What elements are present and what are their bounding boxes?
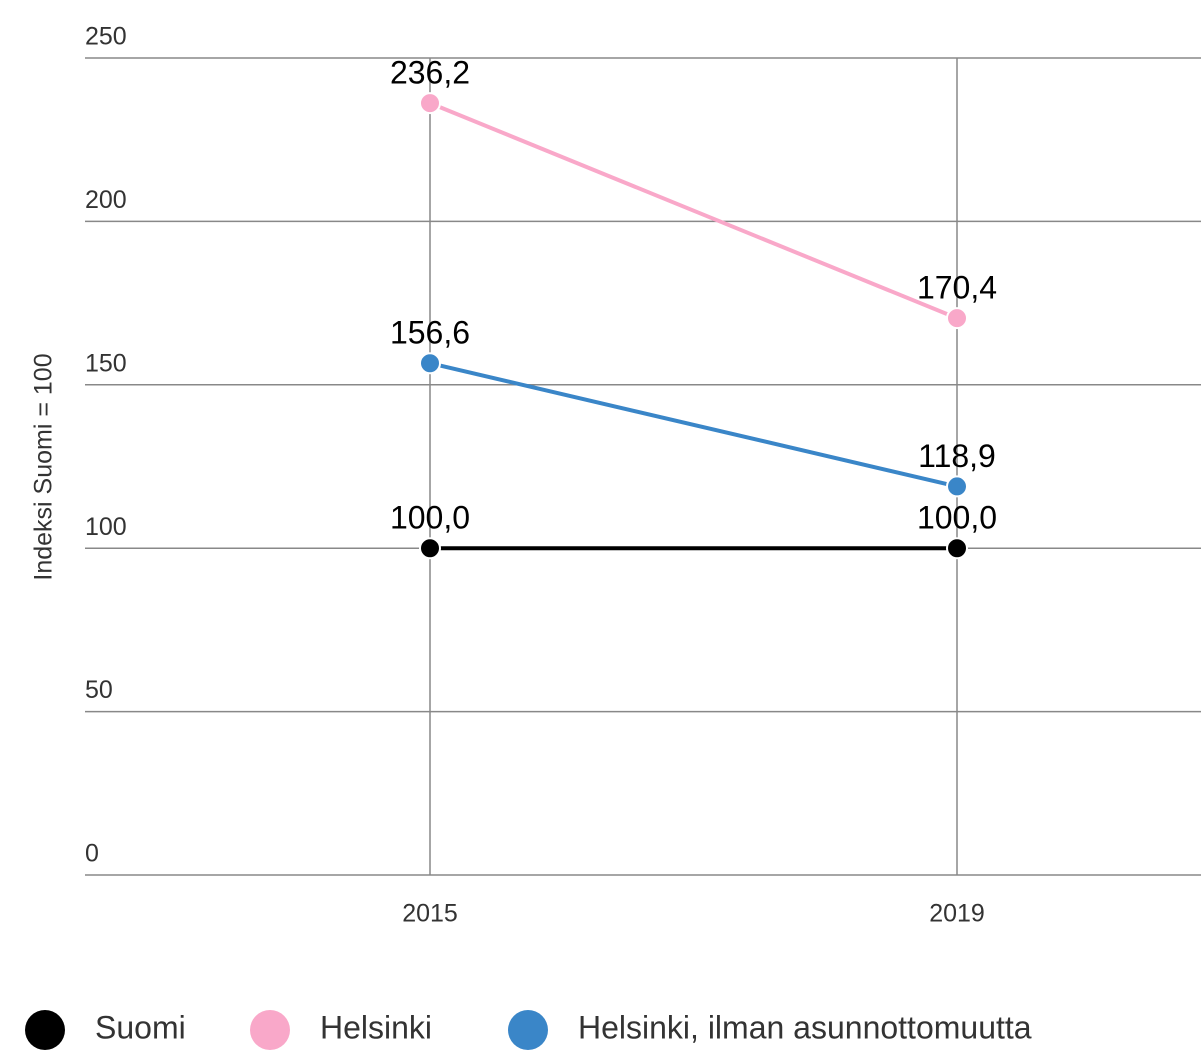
point [946,307,968,330]
point [946,537,968,560]
series-line [429,101,958,320]
legend-swatch [250,1010,290,1050]
y-tick-label: 200 [85,186,127,214]
point [419,537,441,560]
data-label: 100,0 [917,500,997,536]
x-tick-label: 2019 [929,900,985,928]
x-tick-label: 2015 [402,900,458,928]
legend-swatch [25,1010,65,1050]
data-label: 100,0 [390,500,470,536]
data-label: 170,4 [917,270,997,306]
data-label: 118,9 [918,438,996,474]
data-label: 236,2 [390,55,470,91]
y-axis-title: Indeksi Suomi = 100 [30,353,58,580]
point [946,475,968,498]
y-tick-label: 50 [85,676,113,704]
y-tick-label: 0 [85,840,99,868]
legend-label: Helsinki, ilman asunnottomuutta [578,1009,1032,1045]
y-tick-label: 250 [85,23,127,51]
series-line [429,361,958,489]
legend-label: Helsinki [320,1009,432,1045]
y-tick-label: 100 [85,513,127,541]
point [419,352,441,375]
point [419,92,441,115]
legend-label: Suomi [95,1009,186,1045]
y-tick-label: 150 [85,349,127,377]
data-label: 156,6 [390,315,470,351]
legend-swatch [508,1010,548,1050]
